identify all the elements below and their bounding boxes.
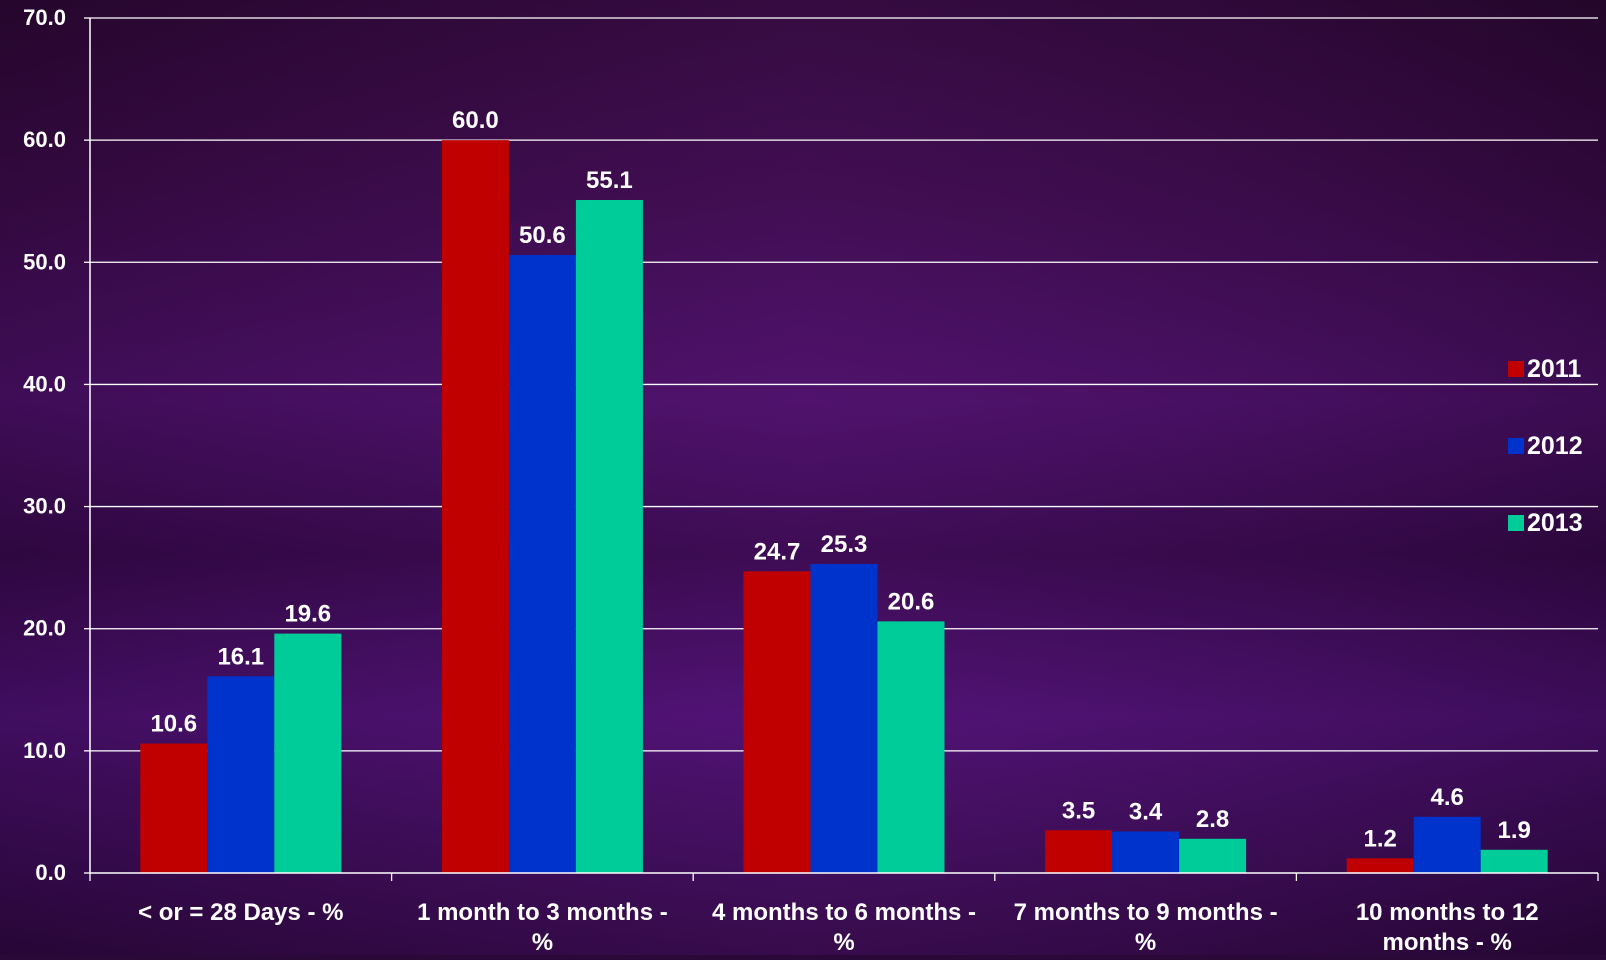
- legend-label: 2012: [1527, 432, 1583, 460]
- data-label: 55.1: [586, 167, 633, 194]
- data-label: 50.6: [519, 222, 566, 249]
- x-tick-label: months - %: [1383, 929, 1512, 955]
- y-tick-label: 60.0: [23, 127, 66, 152]
- x-tick-label: 10 months to 12: [1356, 899, 1539, 926]
- bar-2012: [509, 255, 576, 873]
- data-label: 60.0: [452, 107, 499, 134]
- x-tick-label: 7 months to 9 months -: [1014, 899, 1278, 926]
- x-tick-label: %: [532, 929, 553, 955]
- bar-2012: [207, 676, 274, 873]
- data-label: 20.6: [888, 588, 935, 615]
- y-tick-label: 40.0: [23, 371, 66, 396]
- data-label: 3.5: [1062, 797, 1095, 824]
- data-label: 3.4: [1129, 798, 1163, 825]
- y-tick-label: 30.0: [23, 494, 66, 519]
- data-label: 24.7: [754, 538, 801, 565]
- y-tick-label: 10.0: [23, 738, 66, 763]
- bar-2011: [1347, 858, 1414, 873]
- legend-swatch-2013: [1508, 515, 1524, 531]
- data-label: 16.1: [217, 643, 264, 670]
- legend-swatch-2011: [1508, 361, 1524, 377]
- bar-2011: [140, 744, 207, 873]
- bar-2013: [576, 200, 643, 873]
- y-tick-label: 70.0: [23, 5, 66, 30]
- x-tick-label: 4 months to 6 months -: [712, 899, 976, 926]
- data-label: 1.2: [1364, 825, 1397, 852]
- bar-2011: [1045, 830, 1112, 873]
- bar-2013: [274, 634, 341, 873]
- bar-2013: [1179, 839, 1246, 873]
- data-label: 4.6: [1431, 784, 1464, 811]
- bar-2012: [1112, 831, 1179, 873]
- data-label: 25.3: [821, 531, 868, 558]
- legend-swatch-2012: [1508, 438, 1524, 454]
- x-tick-label: %: [1135, 929, 1156, 955]
- bar-2012: [811, 564, 878, 873]
- x-tick-label: %: [833, 929, 854, 955]
- y-tick-label: 50.0: [23, 249, 66, 274]
- data-label: 19.6: [284, 601, 331, 628]
- data-label: 10.6: [150, 711, 197, 738]
- legend-label: 2011: [1527, 355, 1581, 383]
- legend-label: 2013: [1527, 509, 1583, 537]
- y-tick-label: 20.0: [23, 616, 66, 641]
- y-tick-label: 0.0: [35, 860, 66, 885]
- bar-2011: [744, 571, 811, 873]
- data-label: 2.8: [1196, 806, 1229, 833]
- x-tick-label: < or = 28 Days - %: [138, 899, 343, 926]
- bar-2012: [1414, 817, 1481, 873]
- bar-2013: [1481, 850, 1548, 873]
- x-tick-label: 1 month to 3 months -: [417, 899, 668, 926]
- data-label: 1.9: [1498, 817, 1531, 844]
- bar-2013: [878, 621, 945, 873]
- bar-2011: [442, 140, 509, 873]
